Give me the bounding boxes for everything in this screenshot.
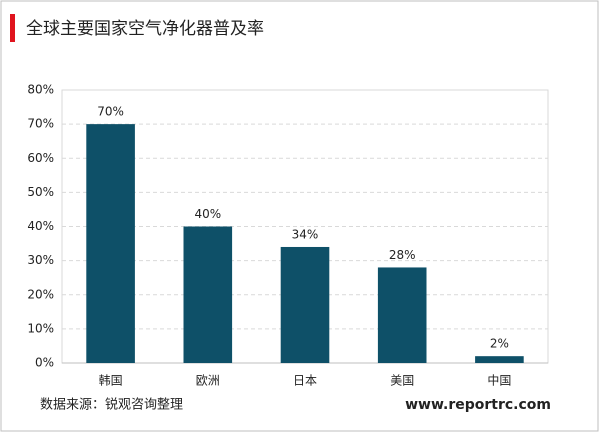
y-tick-label: 20% <box>27 287 54 301</box>
value-label: 40% <box>194 207 221 221</box>
x-tick-label: 美国 <box>390 374 414 388</box>
x-tick-label: 欧洲 <box>196 374 220 388</box>
bar <box>280 246 330 363</box>
y-tick-label: 10% <box>27 321 54 335</box>
website: www.reportrc.com <box>405 397 551 413</box>
x-tick-label: 日本 <box>293 374 317 388</box>
source: 数据来源：锐观咨询整理 <box>40 398 183 413</box>
title-marker <box>10 14 15 42</box>
y-tick-label: 60% <box>27 151 54 165</box>
value-label: 34% <box>292 227 319 241</box>
chart-title: 全球主要国家空气净化器普及率 <box>26 19 264 39</box>
bar <box>183 226 233 363</box>
value-label: 28% <box>389 248 416 262</box>
x-tick-label: 韩国 <box>99 373 123 388</box>
y-tick-label: 80% <box>27 83 54 97</box>
value-label: 70% <box>97 105 124 119</box>
x-tick-label: 中国 <box>487 373 511 388</box>
y-tick-label: 0% <box>35 356 54 370</box>
bar <box>475 356 524 363</box>
y-tick-label: 40% <box>27 219 54 233</box>
y-tick-label: 50% <box>27 185 54 199</box>
value-label: 2% <box>490 337 509 351</box>
bar <box>377 267 427 363</box>
y-tick-label: 30% <box>27 253 54 267</box>
y-tick-label: 70% <box>27 117 54 131</box>
bar <box>86 124 135 363</box>
